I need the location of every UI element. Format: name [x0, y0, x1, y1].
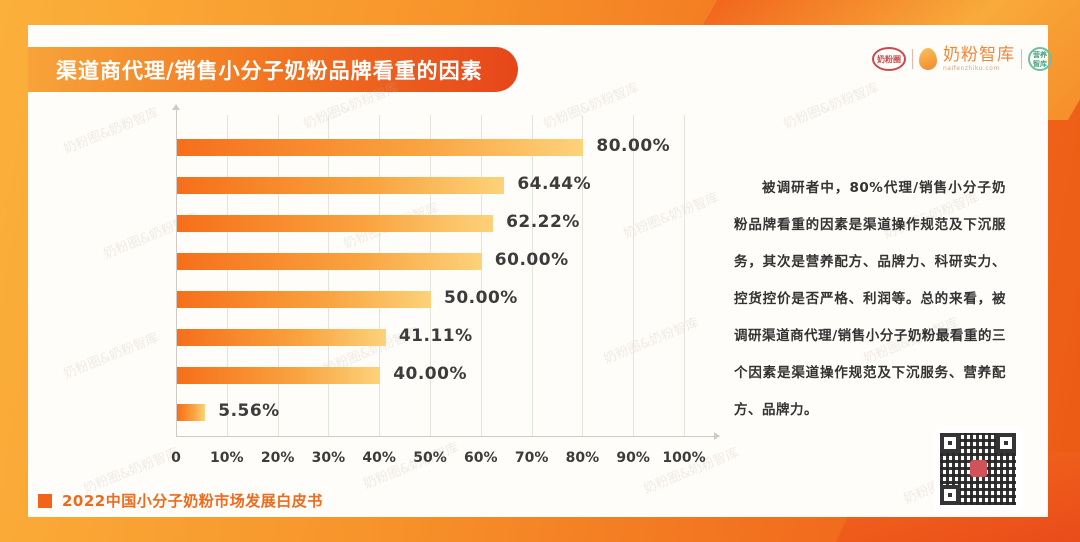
- y-axis: [176, 108, 177, 436]
- qr-finder-icon: [996, 433, 1016, 453]
- x-tick-label: 30%: [311, 450, 346, 466]
- x-tick-label: 70%: [514, 450, 549, 466]
- qr-finder-icon: [940, 433, 960, 453]
- description-text: 被调研者中，80%代理/销售小分子奶粉品牌看重的因素是渠道操作规范及下沉服务，其…: [734, 180, 1006, 418]
- x-tick-label: 0: [171, 450, 181, 466]
- bar-value-label: 50.00%: [444, 288, 518, 308]
- gridline: [226, 115, 228, 436]
- bar-value-label: 5.56%: [218, 401, 280, 421]
- gridline: [379, 115, 381, 436]
- page-title: 渠道商代理/销售小分子奶粉品牌看重的因素: [56, 58, 483, 83]
- gridline: [277, 115, 279, 436]
- source-footer: 2022中国小分子奶粉市场发展白皮书: [38, 490, 323, 511]
- gridline: [480, 115, 482, 436]
- drop-logo-icon: [919, 48, 937, 70]
- x-axis: [176, 436, 716, 437]
- x-tick-label: 20%: [260, 450, 295, 466]
- x-tick-label: 80%: [565, 450, 600, 466]
- yingyang-zhiku-logo-icon: 营养智库: [1028, 47, 1052, 71]
- bar: [177, 139, 584, 156]
- bar: [177, 291, 431, 308]
- content-card: [28, 25, 1048, 517]
- bar: [177, 253, 482, 270]
- gridline: [531, 115, 533, 436]
- x-tick-label: 10%: [210, 450, 244, 466]
- y-axis-arrow-icon: [172, 104, 180, 110]
- bar-value-label: 41.11%: [398, 326, 473, 346]
- bar-value-label: 80.00%: [596, 136, 671, 156]
- logo-url: naifenzhiku.com: [943, 64, 1000, 72]
- bar-value-label: 40.00%: [393, 364, 467, 384]
- source-label: 2022中国小分子奶粉市场发展白皮书: [62, 492, 323, 510]
- bar-value-label: 62.22%: [506, 212, 580, 232]
- naifenquan-logo-icon: 奶粉圈: [872, 47, 906, 71]
- bar: [177, 329, 386, 346]
- gridline: [430, 115, 431, 436]
- bar: [177, 404, 206, 421]
- divider: [1021, 49, 1022, 69]
- gridline: [328, 115, 330, 436]
- qr-code: [934, 427, 1022, 511]
- brand-logos: 奶粉圈 奶粉智库 naifenzhiku.com 营养智库: [872, 42, 1052, 76]
- x-tick-label: 50%: [413, 450, 447, 466]
- x-tick-label: 90%: [616, 450, 650, 466]
- qr-code-pattern: [940, 433, 1016, 505]
- bar: [177, 215, 494, 232]
- naifen-zhiku-logo: 奶粉智库 naifenzhiku.com: [943, 44, 1015, 72]
- title-banner: 渠道商代理/销售小分子奶粉品牌看重的因素: [28, 47, 518, 92]
- bar: [177, 177, 505, 194]
- bar-value-label: 60.00%: [494, 250, 569, 270]
- gridline: [633, 115, 635, 436]
- divider: [912, 49, 913, 69]
- x-tick-label: 60%: [464, 450, 498, 466]
- qr-center-logo-icon: [970, 460, 987, 477]
- x-tick-label: 100%: [662, 450, 706, 466]
- qr-finder-icon: [940, 485, 960, 505]
- gridline: [684, 115, 685, 436]
- bar-chart: 010%20%30%40%50%60%70%80%90%100%80.00%渠道…: [171, 104, 720, 466]
- gridline: [582, 115, 584, 436]
- x-axis-arrow-icon: [714, 432, 720, 440]
- x-tick-label: 40%: [362, 450, 396, 466]
- bar-value-label: 64.44%: [517, 174, 592, 194]
- logo-name: 奶粉智库: [943, 44, 1015, 65]
- bar: [177, 367, 381, 384]
- square-bullet-icon: [38, 493, 52, 508]
